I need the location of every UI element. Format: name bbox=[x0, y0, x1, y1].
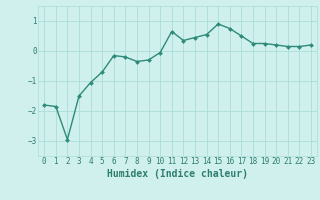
X-axis label: Humidex (Indice chaleur): Humidex (Indice chaleur) bbox=[107, 169, 248, 179]
